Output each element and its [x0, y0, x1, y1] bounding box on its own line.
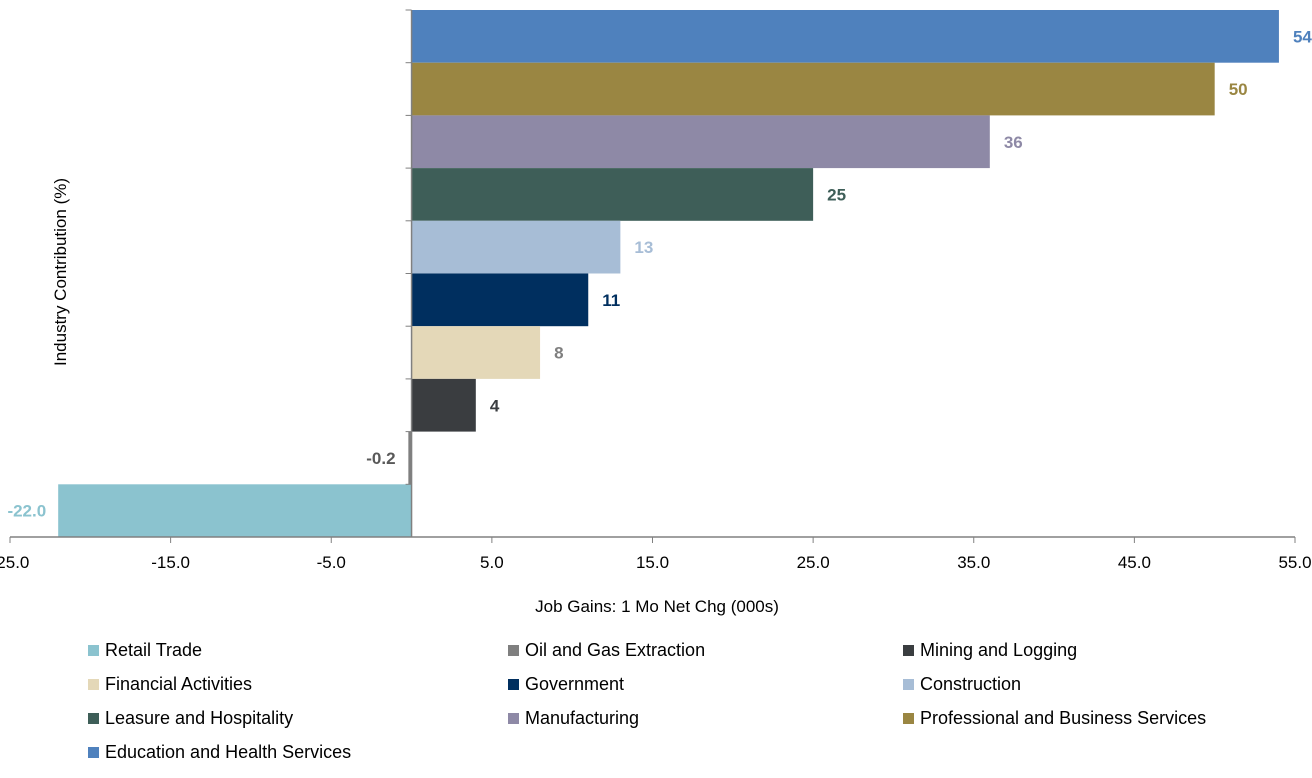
data-label-government: 11 [602, 291, 620, 310]
legend-label: Manufacturing [525, 708, 640, 728]
bar-government [411, 273, 589, 327]
legend-item-financial-activities: Financial Activities [88, 674, 252, 695]
legend-item-government: Government [508, 674, 624, 695]
x-tick-label: -15.0 [151, 553, 190, 572]
legend-label: Oil and Gas Extraction [525, 640, 706, 660]
x-tick-label: -25.0 [0, 553, 29, 572]
legend-swatch [508, 645, 519, 656]
legend-label: Education and Health Services [105, 742, 352, 762]
legend-item-construction: Construction [903, 674, 1021, 695]
legend-label: Professional and Business Services [920, 708, 1207, 728]
legend-item-oil-and-gas-extraction: Oil and Gas Extraction [508, 640, 705, 661]
data-label-retail-trade: -22.0 [7, 502, 46, 521]
x-tick-label: 45.0 [1118, 553, 1151, 572]
bar-retail-trade [58, 484, 412, 537]
y-axis-title: Industry Contribution (%) [51, 178, 70, 366]
legend-item-mining-and-logging: Mining and Logging [903, 640, 1077, 661]
x-tick-label: -5.0 [317, 553, 346, 572]
bar-manufacturing [411, 115, 990, 169]
data-label-professional-and-business-services: 50 [1229, 80, 1248, 99]
legend-swatch [88, 747, 99, 758]
bar-professional-and-business-services [411, 62, 1215, 116]
x-tick-label: 55.0 [1278, 553, 1311, 572]
legend-swatch [903, 713, 914, 724]
x-axis-title: Job Gains: 1 Mo Net Chg (000s) [535, 597, 779, 616]
bar-construction [411, 220, 621, 274]
x-tick-label: 5.0 [480, 553, 504, 572]
bars-group: 54 50 36 25 13 11 8 4 -0.2 -22.0 [7, 10, 1312, 537]
legend-swatch [88, 645, 99, 656]
x-tick-label: 15.0 [636, 553, 669, 572]
data-label-construction: 13 [634, 238, 653, 257]
bar-education-and-health-services [411, 10, 1279, 63]
legend-swatch [903, 645, 914, 656]
data-label-financial-activities: 8 [554, 344, 563, 363]
legend-item-education-and-health-services: Education and Health Services [88, 742, 351, 763]
bar-leasure-and-hospitality [411, 168, 814, 221]
data-label-manufacturing: 36 [1004, 133, 1023, 152]
bar-mining-and-logging [411, 378, 476, 432]
data-label-leasure-and-hospitality: 25 [827, 185, 846, 204]
x-tick-label: 25.0 [797, 553, 830, 572]
legend-swatch [88, 713, 99, 724]
legend-label: Financial Activities [105, 674, 253, 694]
legend-swatch [508, 713, 519, 724]
data-label-education-and-health-services: 54 [1293, 27, 1312, 46]
axes-group: -25.0 -15.0 -5.0 5.0 15.0 25.0 35.0 45.0 55.0 [0, 9, 1312, 572]
legend-item-professional-and-business-services: Professional and Business Services [903, 708, 1206, 729]
legend-swatch [903, 679, 914, 690]
x-tick-label: 35.0 [957, 553, 990, 572]
bar-oil-and-gas-extraction [408, 431, 412, 485]
legend-item-retail-trade: Retail Trade [88, 640, 202, 661]
legend-item-manufacturing: Manufacturing [508, 708, 639, 729]
bar-chart: 54 50 36 25 13 11 8 4 -0.2 -22.0 -25.0 -15.0 -5.0 5.… [0, 9, 1312, 616]
legend-label: Government [525, 674, 625, 694]
data-label-oil-and-gas-extraction: -0.2 [366, 449, 395, 468]
data-label-mining-and-logging: 4 [490, 396, 500, 415]
legend-label: Leasure and Hospitality [105, 708, 294, 728]
legend-swatch [88, 679, 99, 690]
legend-swatch [508, 679, 519, 690]
bar-financial-activities [411, 326, 541, 379]
legend-item-leasure-and-hospitality: Leasure and Hospitality [88, 708, 293, 729]
legend-label: Retail Trade [105, 640, 203, 660]
legend-label: Construction [920, 674, 1022, 694]
legend-label: Mining and Logging [920, 640, 1078, 660]
